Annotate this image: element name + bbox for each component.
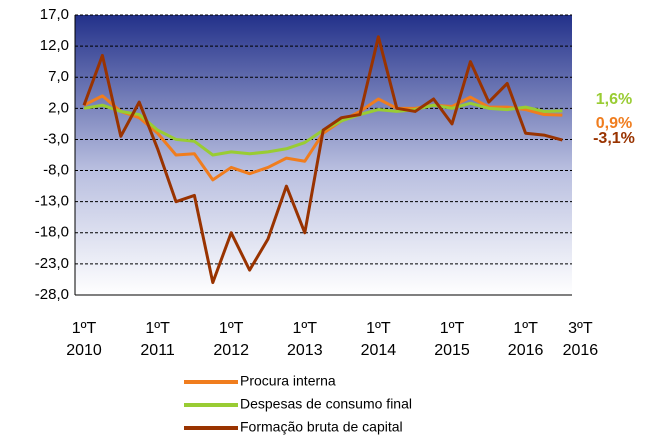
y-tick-label: -18,0 (35, 224, 69, 241)
y-tick-label: 12,0 (40, 37, 69, 54)
x-tick-label: 1ºT 2016 (507, 320, 544, 359)
x-tick-label: 1ºT 2013 (287, 320, 323, 359)
x-tick-label: 1ºT 2012 (213, 320, 249, 359)
legend-label: Formação bruta de capital (240, 419, 403, 435)
y-tick-label: -13,0 (35, 193, 69, 210)
y-tick-label: 17,0 (40, 6, 69, 23)
x-tick-label: 1ºT 2015 (434, 320, 470, 359)
y-tick-label: 7,0 (48, 68, 69, 85)
legend-label: Despesas de consumo final (240, 396, 412, 412)
end-label: 1,6% (596, 91, 632, 108)
y-tick-label: 2,0 (48, 99, 69, 116)
x-tick-label: 1ºT 2010 (66, 320, 102, 359)
y-tick-label: -3,0 (43, 130, 69, 147)
end-label: 0,9% (596, 115, 632, 132)
y-tick-label: -8,0 (43, 162, 69, 179)
x-tick-label: 1ºT 2014 (360, 320, 397, 359)
end-label: -3,1% (593, 130, 635, 147)
y-tick-label: -23,0 (35, 255, 69, 272)
plot-area (75, 15, 572, 295)
x-tick-label: 3ºT 2016 (562, 320, 599, 359)
legend-label: Procura interna (240, 373, 336, 389)
series-line (82, 35, 563, 285)
x-tick-label: 1ºT 2011 (140, 320, 175, 359)
y-tick-label: -28,0 (35, 286, 69, 303)
